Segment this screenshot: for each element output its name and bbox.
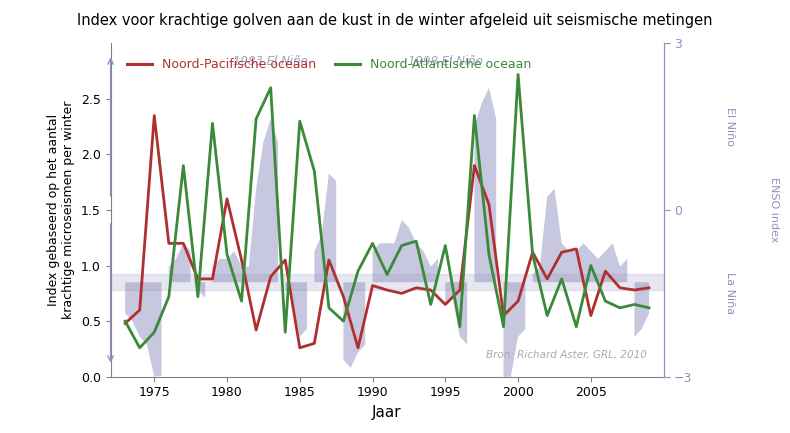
Bar <box>111 275 664 290</box>
Text: Index voor krachtige golven aan de kust in de winter afgeleid uit seismische met: Index voor krachtige golven aan de kust … <box>77 13 713 28</box>
Text: El Niño: El Niño <box>725 107 735 146</box>
Text: Bron: Richard Aster, GRL, 2010: Bron: Richard Aster, GRL, 2010 <box>486 350 647 360</box>
Text: 1983 El Niño: 1983 El Niño <box>233 55 308 68</box>
Text: 1998 El Niño: 1998 El Niño <box>408 55 483 68</box>
Text: La Niña: La Niña <box>725 272 735 314</box>
X-axis label: Jaar: Jaar <box>372 405 402 420</box>
Text: ENSO index: ENSO index <box>769 178 779 242</box>
Y-axis label: Index gebaseerd op het aantal
krachtige microseismen per winter: Index gebaseerd op het aantal krachtige … <box>47 101 75 319</box>
Legend: Noord-Pacifische oceaan, Noord-Atlantische oceaan: Noord-Pacifische oceaan, Noord-Atlantisc… <box>122 53 536 76</box>
